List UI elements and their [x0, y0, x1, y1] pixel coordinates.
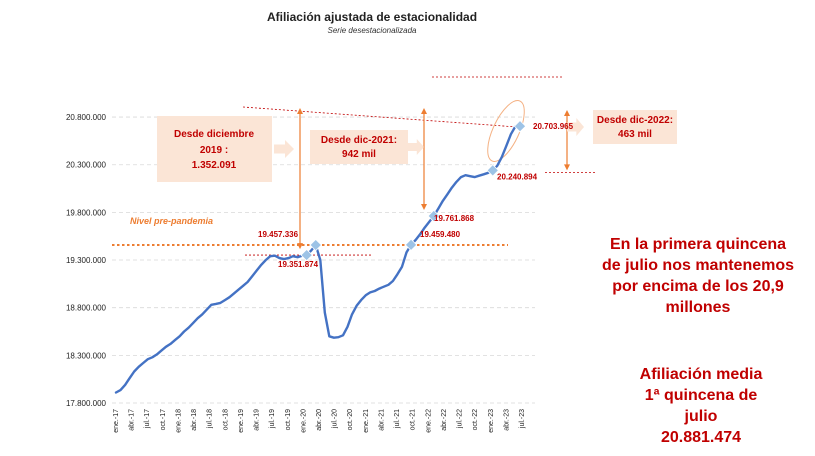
callout-box: [310, 130, 408, 164]
side-note-line: 1ª quincena de: [644, 387, 758, 404]
data-label: 19.351.874: [278, 260, 319, 269]
side-note-line: de julio nos mantenemos: [601, 257, 795, 274]
y-tick-label: 17.800.000: [66, 399, 107, 408]
arrow-head: [421, 108, 427, 114]
callout-text: Desde dic-2022:: [597, 115, 673, 126]
data-point-marker: [513, 119, 527, 133]
x-tick-label: abr.-21: [378, 409, 385, 431]
x-tick-label: ene.-17: [113, 409, 120, 433]
y-tick-label: 20.800.000: [66, 113, 107, 122]
callout-boxes: Desde diciembre 2019 : 1.352.091 Desde dic-…: [157, 110, 677, 182]
highlight-ellipse: [487, 100, 525, 162]
data-markers: [300, 119, 527, 262]
data-label: 19.761.868: [434, 214, 475, 223]
x-tick-label: abr.-20: [316, 409, 323, 431]
y-tick-label: 18.300.000: [66, 351, 107, 360]
chart-title: Afiliación ajustada de estacionalidad: [267, 10, 477, 24]
data-label: 20.703.965: [533, 122, 574, 131]
arrow-head: [564, 110, 570, 116]
data-point-marker: [300, 248, 313, 262]
series: [114, 124, 522, 394]
side-note-afiliacion-media: Afiliación media 1ª quincena de julio 20…: [626, 364, 776, 448]
side-note-line: En la primera quincena: [609, 236, 787, 253]
x-tick-label: oct.-20: [347, 409, 354, 431]
side-note-quincena: En la primera quincena de julio nos mant…: [600, 234, 796, 318]
x-tick-label: oct.-19: [285, 409, 292, 431]
y-tick-label: 19.300.000: [66, 256, 107, 265]
callout-pointer: [408, 139, 424, 155]
guide-lines: [112, 76, 597, 256]
arrow-head: [564, 164, 570, 171]
x-tick-label: ene.-19: [238, 409, 245, 433]
x-tick-label: oct.-18: [222, 409, 229, 431]
callout-text: 942 mil: [342, 149, 376, 160]
callout-text: 463 mil: [618, 129, 652, 140]
x-tick-label: jul.-21: [394, 409, 401, 429]
data-label: 19.459.480: [420, 230, 461, 239]
x-tick-label: oct.-22: [472, 409, 479, 431]
callout-text: 1.352.091: [192, 160, 237, 171]
x-axis-ticks: ene.-17 abr.-17 jul.-17 oct.-17 ene.-18 abr.-…: [113, 409, 526, 433]
side-note-line: por encima de los 20,9: [612, 278, 784, 295]
data-point-marker: [486, 164, 499, 177]
data-point-marker: [404, 238, 418, 252]
x-tick-label: abr.-23: [503, 409, 510, 431]
side-note-line: 20.881.474: [660, 429, 742, 446]
callout-text: Desde dic-2021:: [321, 135, 397, 146]
arrow-head: [421, 204, 427, 211]
x-tick-label: oct.-21: [410, 409, 417, 431]
callout-box: [157, 116, 272, 182]
x-tick-label: ene.-21: [363, 409, 370, 433]
data-point-marker: [427, 209, 440, 223]
x-tick-label: jul.-23: [519, 409, 526, 429]
data-label: 20.240.894: [497, 172, 538, 181]
x-tick-label: jul.-17: [144, 409, 151, 429]
data-point-marker: [309, 238, 322, 252]
data-label: 19.457.336: [258, 230, 299, 239]
x-tick-label: jul.-18: [207, 409, 214, 429]
callout-text: Desde diciembre: [174, 129, 254, 140]
y-tick-label: 20.300.000: [66, 161, 107, 170]
x-tick-label: jul.-22: [457, 409, 464, 429]
x-tick-label: abr.-19: [254, 409, 261, 431]
data-labels: Nivel pre-pandemia 19.457.336 19.351.874 19…: [130, 122, 574, 269]
side-note-line: millones: [665, 299, 731, 316]
y-axis-ticks: 17.800.000 18.300.000 18.800.000 19.300.000…: [66, 113, 107, 408]
callout-pointer: [567, 118, 584, 136]
callout-box: [593, 110, 677, 144]
reference-line-label: Nivel pre-pandemia: [130, 216, 213, 226]
arrow-head: [297, 108, 303, 114]
x-tick-label: ene.-22: [425, 409, 432, 433]
chart-subtitle: Serie desestacionalizada: [328, 26, 417, 35]
y-tick-label: 19.800.000: [66, 208, 107, 217]
x-tick-label: ene.-18: [175, 409, 182, 433]
series-line: [114, 124, 522, 394]
arrow-head: [297, 243, 303, 250]
x-tick-label: oct.-17: [160, 409, 167, 431]
side-note-line: Afiliación media: [639, 366, 763, 383]
x-tick-label: ene.-23: [488, 409, 495, 433]
x-tick-label: ene.-20: [300, 409, 307, 433]
side-note-line: julio: [684, 408, 718, 425]
x-tick-label: abr.-17: [129, 409, 136, 431]
callout-pointer: [274, 140, 294, 158]
x-tick-label: jul.-19: [269, 409, 276, 429]
y-tick-label: 18.800.000: [66, 304, 107, 313]
x-tick-label: abr.-22: [441, 409, 448, 431]
callout-text: 2019 :: [200, 145, 228, 156]
x-tick-label: jul.-20: [332, 409, 339, 429]
x-tick-label: abr.-18: [191, 409, 198, 431]
